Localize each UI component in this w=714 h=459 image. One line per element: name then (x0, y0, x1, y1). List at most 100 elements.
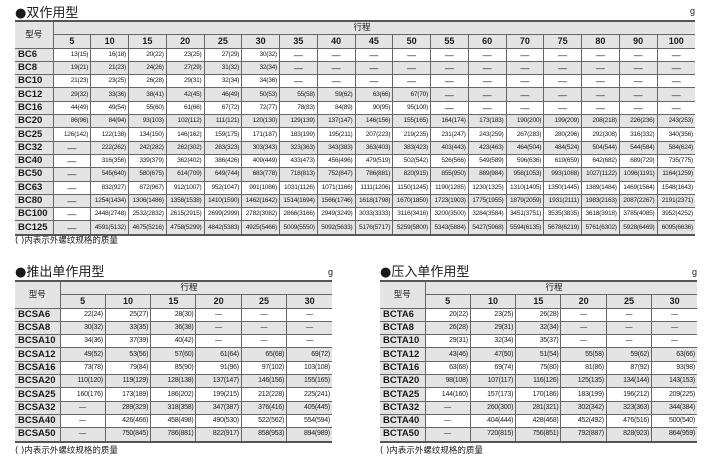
mass-cell: 195(211) (316, 127, 355, 142)
model-header: 型号 (15, 21, 53, 49)
mass-cell: — (195, 334, 242, 349)
mass-cell: 73(78) (59, 361, 106, 376)
mass-cell: 3284(3584) (467, 207, 506, 222)
stroke-55: 55 (430, 34, 469, 49)
mass-cell: 23(25) (469, 308, 516, 322)
mass-cell: 347(387) (195, 401, 242, 415)
model-header: 型号 (380, 281, 425, 309)
mass-cell: — (286, 321, 332, 336)
mass-cell: 6095(6636) (656, 220, 695, 236)
mass-cell: 21(23) (52, 74, 91, 89)
mass-cell: — (430, 101, 469, 116)
mass-cell: — (543, 48, 582, 62)
mass-cell: 160(176) (59, 387, 106, 402)
mass-cell: — (52, 154, 91, 169)
mass-cell: 26(28) (515, 308, 561, 322)
mass-cell: 171(187) (241, 127, 280, 142)
mass-cell: — (279, 61, 318, 76)
mass-cell: 49(54) (90, 101, 129, 116)
mass-cell: 26(28) (128, 74, 167, 89)
mass-cell: — (605, 308, 652, 322)
table-row: BC16 44(49) 49(54) 55(60) 61(66) 67(72) 72(77)… (15, 101, 695, 116)
model-cell: BCTA20 (380, 374, 425, 389)
mass-cell: 37(39) (104, 334, 151, 349)
mass-cell: 3200(3500) (430, 207, 469, 222)
mass-cell: 32(34) (469, 334, 516, 349)
mass-cell: — (618, 48, 657, 62)
double-acting-note: ( )内表示外螺纹规格的质量 (15, 236, 118, 246)
mass-cell: 55(58) (279, 87, 318, 102)
model-cell: BCSA32 (15, 401, 60, 415)
table-row: BCTA6 20(22) 23(25) 26(28) — — — (380, 308, 697, 322)
mass-cell: 426(466) (104, 414, 151, 429)
mass-cell: 456(496) (316, 154, 355, 169)
mass-cell: 5928(6469) (618, 220, 657, 236)
table-row: BCSA16 73(78) 79(84) 85(90) 91(96) 97(102) 103… (15, 361, 332, 376)
mass-cell: — (505, 61, 544, 76)
stroke-10: 10 (104, 294, 151, 309)
stroke-50: 50 (392, 34, 431, 49)
mass-cell: 146(156) (240, 374, 287, 389)
model-cell: BC100 (15, 207, 53, 222)
mass-cell: — (316, 74, 355, 89)
model-cell: BCSA50 (15, 427, 60, 443)
double-acting-title: ●双作用型 (15, 6, 79, 21)
mass-cell: — (286, 308, 332, 322)
mass-cell: 642(682) (581, 154, 620, 169)
mass-cell: 63(68) (424, 361, 471, 376)
mass-cell: 1670(1850) (392, 194, 431, 209)
mass-cell: — (581, 61, 620, 76)
mass-cell: — (430, 87, 469, 102)
mass-cell: — (286, 334, 332, 349)
mass-cell: 225(241) (286, 387, 332, 402)
mass-cell: — (467, 61, 506, 76)
mass-cell: — (52, 167, 91, 182)
stroke-30: 30 (241, 34, 280, 49)
mass-cell: 952(1047) (203, 181, 242, 195)
mass-cell: 61(64) (195, 347, 242, 362)
mass-cell: 316(332) (618, 127, 657, 142)
mass-cell: — (316, 61, 355, 76)
mass-cell: 1618(1798) (354, 194, 393, 209)
mass-cell: — (59, 427, 106, 443)
stroke-35: 35 (279, 34, 318, 49)
mass-cell: 95(100) (392, 101, 431, 116)
mass-cell: 27(29) (203, 48, 242, 62)
mass-cell: 689(729) (618, 154, 657, 169)
stroke-70: 70 (505, 34, 544, 49)
model-cell: BCSA20 (15, 374, 60, 389)
mass-cell: 110(120) (59, 374, 106, 389)
model-cell: BC40 (15, 154, 53, 169)
mass-cell: 720(815) (469, 427, 516, 443)
mass-cell: 5176(5717) (354, 220, 393, 236)
mass-cell: 343(383) (316, 141, 355, 155)
stroke-20: 20 (195, 294, 242, 309)
model-cell: BCTA8 (380, 321, 425, 336)
mass-cell: 464(504) (505, 141, 544, 155)
mass-cell: — (240, 308, 287, 322)
table-row: BCSA12 49(52) 53(56) 57(60) 61(64) 65(68) 69(7… (15, 347, 332, 362)
mass-cell: — (392, 48, 431, 62)
mass-cell: 61(66) (165, 101, 204, 116)
mass-cell: 143(153) (651, 374, 697, 389)
mass-cell: 323(363) (279, 141, 318, 155)
mass-cell: — (605, 334, 652, 349)
mass-cell: — (354, 74, 393, 89)
mass-cell: 260(300) (469, 401, 516, 415)
mass-cell: 502(542) (392, 154, 431, 169)
mass-cell: 51(54) (515, 347, 561, 362)
model-cell: BCSA16 (15, 361, 60, 376)
model-cell: BCTA32 (380, 401, 425, 415)
push-single-unit: g (328, 267, 334, 277)
table-row: BC25 126(142) 122(138) 134(150) 146(162) 159(… (15, 127, 695, 142)
model-cell: BCTA12 (380, 347, 425, 362)
model-cell: BCSA6 (15, 308, 60, 322)
mass-cell: 1548(1643) (656, 181, 695, 195)
table-row: BC40—316(356) 339(379) 362(402) 386(426) 409… (15, 154, 695, 169)
mass-cell: 2866(3166) (279, 207, 318, 222)
mass-cell: 2949(3249) (316, 207, 355, 222)
mass-cell: 102(112) (165, 114, 204, 129)
table-row: BCSA25 160(176) 173(189) 186(202) 199(215) 21… (15, 387, 332, 402)
table-row: BCTA32—260(300) 281(321) 302(342) 323(363) 3… (380, 401, 697, 415)
stroke-15: 15 (128, 34, 167, 49)
